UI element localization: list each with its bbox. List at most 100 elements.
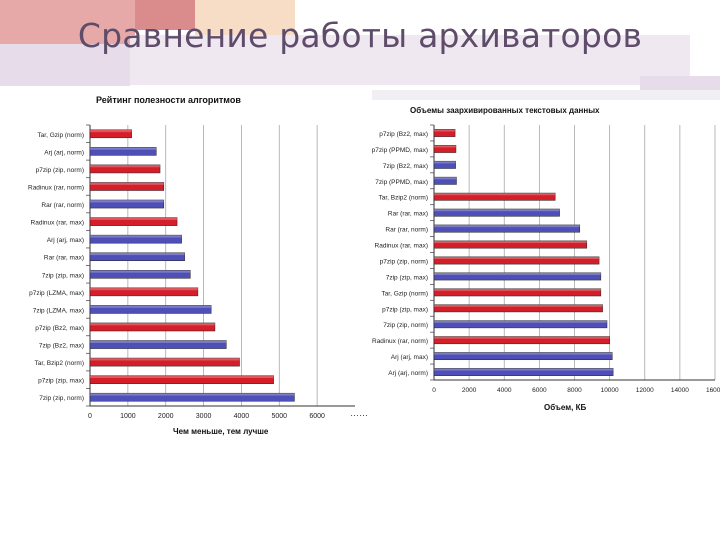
bar	[433, 272, 602, 281]
category-label: Arj (arj, norm)	[388, 370, 428, 377]
category-label: Tar, Gzip (norm)	[37, 132, 84, 139]
category-label: Arj (arj, max)	[47, 237, 84, 244]
bar-highlight	[90, 182, 164, 185]
x-tick-label: 8000	[567, 387, 582, 394]
bar	[89, 322, 216, 332]
bar	[89, 147, 157, 156]
category-label: Radinux (rar, norm)	[28, 184, 84, 191]
category-label: Arj (arj, norm)	[44, 149, 84, 156]
bar-highlight	[90, 129, 132, 133]
bar	[89, 269, 191, 279]
bar	[433, 304, 603, 313]
x-tick-label: 5000	[271, 413, 287, 420]
chart-title: Рейтинг полезности алгоритмов	[96, 95, 241, 105]
bar-highlight	[90, 147, 157, 150]
bar	[89, 340, 227, 349]
bar	[89, 217, 178, 226]
bar-highlight	[434, 288, 601, 291]
x-tick-label: 14000	[671, 387, 689, 394]
category-label: p7zip (Bz2, max)	[379, 131, 428, 138]
bar-highlight	[90, 340, 227, 343]
category-label: p7zip (Bz2, max)	[35, 325, 84, 332]
x-tick-label: 6000	[532, 387, 547, 394]
bar-highlight	[434, 304, 603, 307]
bar	[433, 320, 608, 329]
header-decoration-rose	[135, 0, 195, 30]
x-tick-label: 6000	[309, 413, 325, 420]
bar	[433, 368, 614, 376]
bar-highlight	[434, 161, 456, 164]
bar-highlight	[90, 287, 198, 291]
bar	[433, 160, 456, 169]
x-tick-label: 4000	[234, 413, 250, 420]
category-label: Rar (rar, max)	[44, 255, 84, 262]
bar-highlight	[90, 217, 178, 220]
x-tick-label: 2000	[462, 387, 477, 394]
bar-highlight	[90, 252, 185, 256]
x-axis-label: Чем меньше, тем лучше	[173, 427, 269, 436]
category-label: p7zip (zip, max)	[38, 378, 84, 385]
bar	[89, 305, 212, 314]
category-label: Radinux (rar, max)	[375, 243, 428, 250]
bar	[433, 352, 613, 361]
category-label: Tar, Gzip (norm)	[381, 290, 428, 297]
bar	[89, 129, 132, 139]
category-label: p7zip (zip, norm)	[380, 258, 428, 265]
chart-title-band	[372, 90, 720, 100]
x-tick-label: 2000	[158, 413, 174, 420]
category-label: 7zip (Bz2, max)	[383, 163, 428, 170]
x-axis-label: Объем, КБ	[544, 403, 586, 412]
bar	[433, 288, 602, 297]
category-label: 7zip (zip, norm)	[39, 395, 84, 402]
bar	[433, 192, 556, 201]
category-label: 7zip (zip, max)	[42, 272, 84, 279]
bar	[89, 164, 161, 174]
bar	[433, 336, 610, 345]
bar-highlight	[90, 305, 212, 308]
bar-highlight	[434, 272, 601, 275]
bar-highlight	[90, 199, 164, 203]
category-label: 7zip (zip, max)	[386, 274, 428, 281]
x-tick-label: 12000	[636, 387, 654, 394]
chart-title: Объемы заархивированных текстовых данных	[410, 106, 600, 115]
category-label: 7zip (Bz2, max)	[39, 343, 84, 350]
bar-highlight	[434, 208, 560, 212]
bar	[89, 392, 295, 402]
header-decoration-lilac-wide	[130, 35, 690, 85]
bar-highlight	[90, 235, 182, 238]
category-label: p7zip (PPMD, max)	[372, 147, 428, 154]
bar	[433, 144, 457, 153]
bar	[433, 176, 457, 185]
chart-extra-text: ……	[350, 408, 368, 418]
archived-volume-chart: Объемы заархивированных текстовых данных…	[372, 90, 720, 430]
bar-highlight	[90, 270, 191, 273]
bar-highlight	[434, 224, 580, 228]
category-label: p7zip (zip, max)	[382, 306, 428, 313]
usefulness-rating-chart: Рейтинг полезности алгоритмов Tar, Gzip …	[0, 88, 370, 448]
bar-highlight	[434, 368, 614, 371]
bar-highlight	[90, 164, 161, 168]
bar	[433, 240, 588, 249]
category-label: Tar, Bzip2 (norm)	[35, 360, 85, 367]
slide-title: Сравнение работы архиваторов	[77, 16, 643, 55]
category-label: Rar (rar, norm)	[385, 227, 428, 234]
bar	[89, 234, 182, 244]
category-label: 7zip (PPMD, max)	[375, 179, 428, 186]
bar-highlight	[434, 320, 607, 323]
header-decoration-lilac	[0, 44, 130, 86]
bar	[89, 375, 274, 384]
bar	[89, 199, 165, 209]
bar	[433, 256, 600, 265]
header-decoration-peach	[195, 0, 295, 35]
bar	[89, 252, 185, 262]
category-label: 7zip (zip, norm)	[383, 322, 428, 329]
bar-highlight	[434, 129, 456, 132]
bar	[433, 224, 581, 233]
bar-highlight	[90, 393, 295, 396]
category-label: Rar (rar, norm)	[41, 202, 84, 209]
bar-highlight	[434, 145, 456, 148]
category-label: Radinux (rar, max)	[31, 220, 84, 227]
x-tick-label: 10000	[601, 387, 619, 394]
bar-highlight	[434, 336, 610, 339]
category-label: Tar, Bzip2 (norm)	[379, 195, 429, 202]
